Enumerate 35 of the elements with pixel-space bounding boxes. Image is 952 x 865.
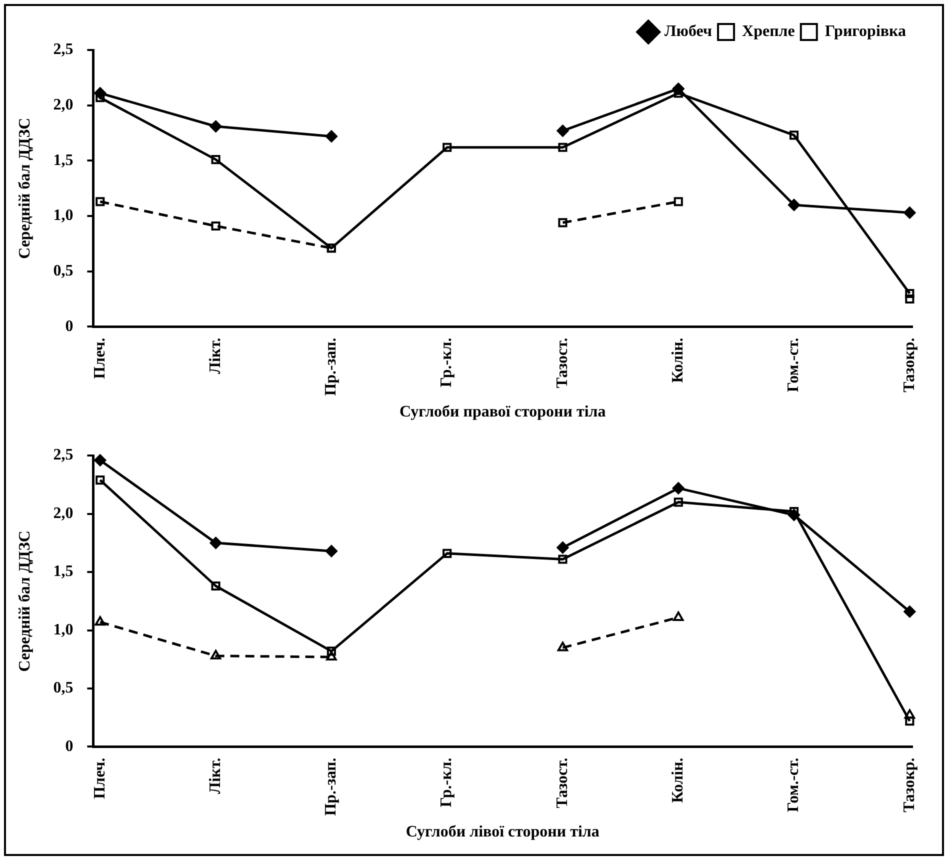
x-tick-label: Лікт.: [206, 338, 224, 374]
x-tick-label: Гр.-кл.: [438, 758, 456, 808]
y-tick-label: 1,0: [53, 207, 74, 224]
x-tick-label: Колін.: [670, 338, 687, 383]
x-tick-label: Колін.: [670, 758, 687, 803]
x-axis-title: Суглоби правої сторони тіла: [399, 404, 606, 421]
legend-label: Любеч: [664, 23, 712, 40]
x-tick-label: Пр.-зап.: [322, 758, 340, 816]
x-tick-label: Тазокр.: [900, 338, 918, 392]
y-tick-label: 1,5: [53, 563, 74, 580]
y-axis-title: Середній бал ДДЗС: [16, 118, 34, 259]
x-tick-label: Тазост.: [554, 338, 571, 388]
x-axis-title: Суглоби лівої сторони тіла: [406, 824, 600, 841]
x-tick-label: Гр.-кл.: [438, 338, 456, 388]
x-tick-label: Пр.-зап.: [322, 338, 340, 396]
x-tick-label: Тазост.: [554, 758, 571, 808]
y-tick-label: 2,0: [53, 96, 74, 114]
y-axis-title: Середній бал ДДЗС: [16, 530, 34, 672]
y-tick-label: 1,0: [53, 621, 74, 638]
x-tick-label: Гом.-ст.: [785, 338, 802, 392]
y-tick-label: 0: [65, 738, 74, 755]
x-tick-label: Плеч.: [91, 758, 108, 799]
y-tick-label: 2,5: [53, 41, 74, 58]
y-tick-label: 0,5: [53, 680, 74, 697]
x-tick-label: Тазокр.: [900, 758, 918, 812]
y-tick-label: 0: [65, 318, 74, 335]
x-tick-label: Плеч.: [91, 338, 108, 379]
x-tick-label: Лікт.: [206, 758, 224, 794]
y-tick-label: 2,5: [53, 446, 74, 464]
x-tick-label: Гом.-ст.: [785, 758, 802, 812]
legend-label: Хрепле: [742, 23, 795, 40]
y-tick-label: 0,5: [53, 262, 74, 280]
legend-label: Григорівка: [824, 23, 906, 40]
y-tick-label: 1,5: [53, 152, 74, 169]
y-tick-label: 2,0: [53, 504, 74, 522]
